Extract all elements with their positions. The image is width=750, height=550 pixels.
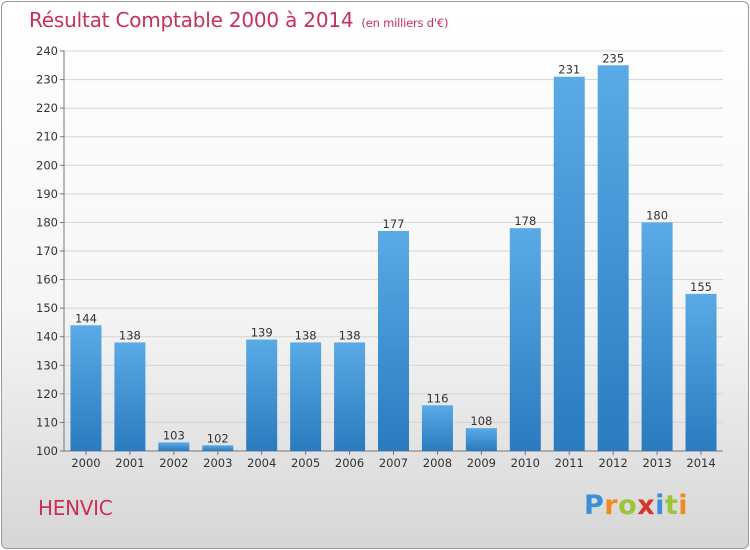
x-tick-label: 2008 <box>423 456 452 470</box>
y-tick-label: 160 <box>36 273 58 287</box>
y-tick-label: 230 <box>36 73 58 87</box>
bar <box>421 405 453 451</box>
y-tick-label: 180 <box>36 215 58 229</box>
y-tick-label: 240 <box>36 44 58 58</box>
bar <box>202 445 234 451</box>
title-text: Résultat Comptable 2000 à 2014 <box>29 8 354 32</box>
x-tick-label: 2011 <box>555 456 584 470</box>
x-tick-label: 2006 <box>335 456 364 470</box>
data-label: 116 <box>426 391 448 405</box>
bar <box>114 342 146 451</box>
x-tick-label: 2012 <box>599 456 628 470</box>
x-tick-label: 2013 <box>642 456 671 470</box>
chart-title: Résultat Comptable 2000 à 2014 (en millie… <box>29 8 448 32</box>
x-tick-label: 2001 <box>115 456 144 470</box>
x-tick-label: 2007 <box>379 456 408 470</box>
x-tick-label: 2004 <box>247 456 276 470</box>
data-label: 103 <box>163 428 185 442</box>
x-tick-label: 2010 <box>511 456 540 470</box>
logo-letter: i <box>655 490 665 521</box>
bar <box>685 293 717 451</box>
bar <box>334 342 366 451</box>
bar <box>553 76 585 451</box>
data-label: 180 <box>646 208 668 222</box>
bars <box>70 65 717 452</box>
logo-letter: i <box>678 490 689 521</box>
y-tick-label: 170 <box>36 244 58 258</box>
logo-letter: o <box>618 490 638 521</box>
y-tick-label: 210 <box>36 130 58 144</box>
data-label: 178 <box>514 214 536 228</box>
x-tick-label: 2005 <box>291 456 320 470</box>
x-tick-label: 2014 <box>686 456 715 470</box>
y-tick-label: 100 <box>36 444 58 458</box>
bar <box>597 65 629 452</box>
chart-subtitle: (en milliers d'€) <box>361 16 449 30</box>
logo-letter: r <box>604 490 619 521</box>
data-label: 138 <box>119 328 141 342</box>
data-label: 231 <box>558 63 580 77</box>
x-tick-label: 2009 <box>467 456 496 470</box>
logo-letter: P <box>584 490 605 521</box>
y-tick-label: 130 <box>36 358 58 372</box>
bar <box>378 231 409 451</box>
y-tick-label: 200 <box>36 158 58 172</box>
labels: 2000 144 2001 138 2002 103 2003 102 2004 139 2005 1… <box>71 51 715 470</box>
bar <box>246 339 278 451</box>
x-tick-label: 2000 <box>71 456 100 470</box>
data-label: 177 <box>383 217 405 231</box>
y-tick-label: 190 <box>36 187 58 201</box>
data-label: 235 <box>602 51 624 65</box>
logo-letter: t <box>664 490 679 521</box>
bar <box>70 325 102 451</box>
data-label: 155 <box>690 280 712 294</box>
commune-name: HENVIC <box>38 496 113 520</box>
logo-letter: x <box>637 490 656 521</box>
y-tick-label: 110 <box>36 415 58 429</box>
bar <box>641 222 673 451</box>
y-tick-label: 120 <box>36 387 58 401</box>
data-label: 138 <box>295 328 317 342</box>
bar <box>509 228 541 451</box>
x-tick-label: 2003 <box>203 456 232 470</box>
data-label: 138 <box>339 328 361 342</box>
bar <box>465 428 497 451</box>
bar <box>158 442 190 451</box>
y-tick-label: 150 <box>36 301 58 315</box>
data-label: 139 <box>251 326 273 340</box>
bar <box>290 342 322 451</box>
x-tick-label: 2002 <box>159 456 188 470</box>
proxiti-logo: Proxiti <box>584 490 688 521</box>
data-label: 108 <box>470 414 492 428</box>
y-tick-label: 220 <box>36 101 58 115</box>
data-label: 144 <box>75 311 97 325</box>
y-tick-label: 140 <box>36 330 58 344</box>
data-label: 102 <box>207 431 229 445</box>
